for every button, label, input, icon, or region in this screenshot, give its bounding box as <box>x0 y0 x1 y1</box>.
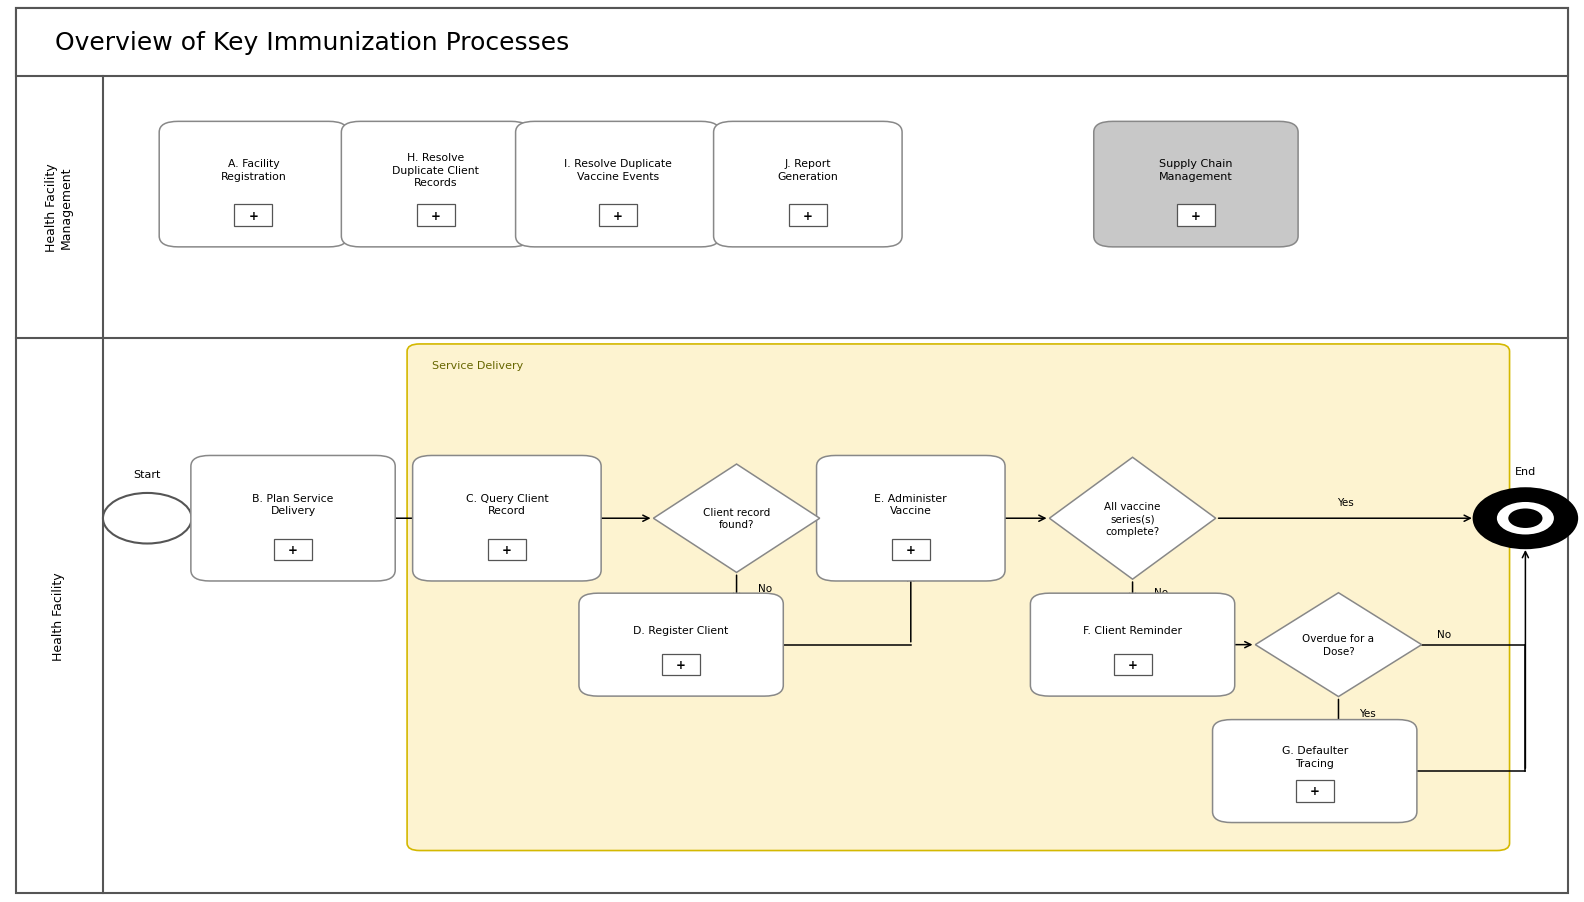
Text: +: + <box>502 543 512 557</box>
Circle shape <box>1475 490 1576 548</box>
Polygon shape <box>654 465 821 573</box>
Text: E. Administer
Vaccine: E. Administer Vaccine <box>874 493 947 515</box>
Text: No: No <box>1438 629 1451 640</box>
Text: Yes: Yes <box>1337 497 1354 508</box>
Text: Start: Start <box>133 470 162 480</box>
Text: F. Client Reminder: F. Client Reminder <box>1083 625 1182 636</box>
Text: Health Facility: Health Facility <box>52 571 65 660</box>
FancyBboxPatch shape <box>578 594 782 696</box>
Polygon shape <box>1255 594 1421 696</box>
FancyBboxPatch shape <box>1296 780 1334 802</box>
FancyBboxPatch shape <box>488 538 526 560</box>
Text: +: + <box>1128 658 1137 671</box>
Text: +: + <box>613 209 623 223</box>
Text: Service Delivery: Service Delivery <box>432 361 524 371</box>
FancyBboxPatch shape <box>1030 594 1236 696</box>
Text: +: + <box>288 543 298 557</box>
FancyBboxPatch shape <box>1177 205 1215 226</box>
Text: End: End <box>1514 466 1536 476</box>
FancyBboxPatch shape <box>342 122 529 247</box>
Text: +: + <box>1191 209 1201 223</box>
Text: H. Resolve
Duplicate Client
Records: H. Resolve Duplicate Client Records <box>393 153 478 188</box>
Text: I. Resolve Duplicate
Vaccine Events: I. Resolve Duplicate Vaccine Events <box>564 160 672 181</box>
Text: +: + <box>431 209 440 223</box>
Polygon shape <box>1049 457 1217 580</box>
Text: No: No <box>1155 587 1167 597</box>
FancyBboxPatch shape <box>789 205 827 226</box>
Text: Supply Chain
Management: Supply Chain Management <box>1159 160 1232 181</box>
Text: All vaccine
series(s)
complete?: All vaccine series(s) complete? <box>1104 502 1161 536</box>
FancyBboxPatch shape <box>158 122 347 247</box>
Text: +: + <box>1310 785 1319 797</box>
FancyBboxPatch shape <box>190 456 396 582</box>
Text: Health Facility
Management: Health Facility Management <box>44 163 73 252</box>
FancyBboxPatch shape <box>274 538 312 560</box>
Text: J. Report
Generation: J. Report Generation <box>778 160 838 181</box>
FancyBboxPatch shape <box>1093 122 1297 247</box>
Circle shape <box>1497 502 1554 535</box>
Text: No: No <box>759 584 771 594</box>
Text: C. Query Client
Record: C. Query Client Record <box>466 493 548 515</box>
FancyBboxPatch shape <box>417 205 455 226</box>
FancyBboxPatch shape <box>599 205 637 226</box>
FancyBboxPatch shape <box>1114 654 1152 676</box>
Circle shape <box>103 493 192 544</box>
FancyBboxPatch shape <box>662 654 700 676</box>
Text: A. Facility
Registration: A. Facility Registration <box>220 160 287 181</box>
Text: +: + <box>676 658 686 671</box>
Text: Overview of Key Immunization Processes: Overview of Key Immunization Processes <box>55 31 570 55</box>
Text: D. Register Client: D. Register Client <box>634 625 729 636</box>
Text: B. Plan Service
Delivery: B. Plan Service Delivery <box>252 493 334 515</box>
Text: +: + <box>906 543 916 557</box>
Text: Client record
found?: Client record found? <box>703 508 770 529</box>
FancyBboxPatch shape <box>16 9 1568 77</box>
FancyBboxPatch shape <box>234 205 272 226</box>
FancyBboxPatch shape <box>1212 720 1416 823</box>
FancyBboxPatch shape <box>516 122 719 247</box>
FancyBboxPatch shape <box>892 538 930 560</box>
Text: +: + <box>249 209 258 223</box>
FancyBboxPatch shape <box>713 122 903 247</box>
Text: Overdue for a
Dose?: Overdue for a Dose? <box>1302 634 1375 656</box>
Text: G. Defaulter
Tracing: G. Defaulter Tracing <box>1281 746 1348 768</box>
FancyBboxPatch shape <box>407 345 1510 851</box>
FancyBboxPatch shape <box>817 456 1004 582</box>
Text: +: + <box>803 209 813 223</box>
FancyBboxPatch shape <box>16 9 1568 893</box>
Text: Yes: Yes <box>819 497 836 508</box>
Circle shape <box>1508 509 1543 529</box>
Text: Yes: Yes <box>1359 709 1375 719</box>
FancyBboxPatch shape <box>412 456 602 582</box>
